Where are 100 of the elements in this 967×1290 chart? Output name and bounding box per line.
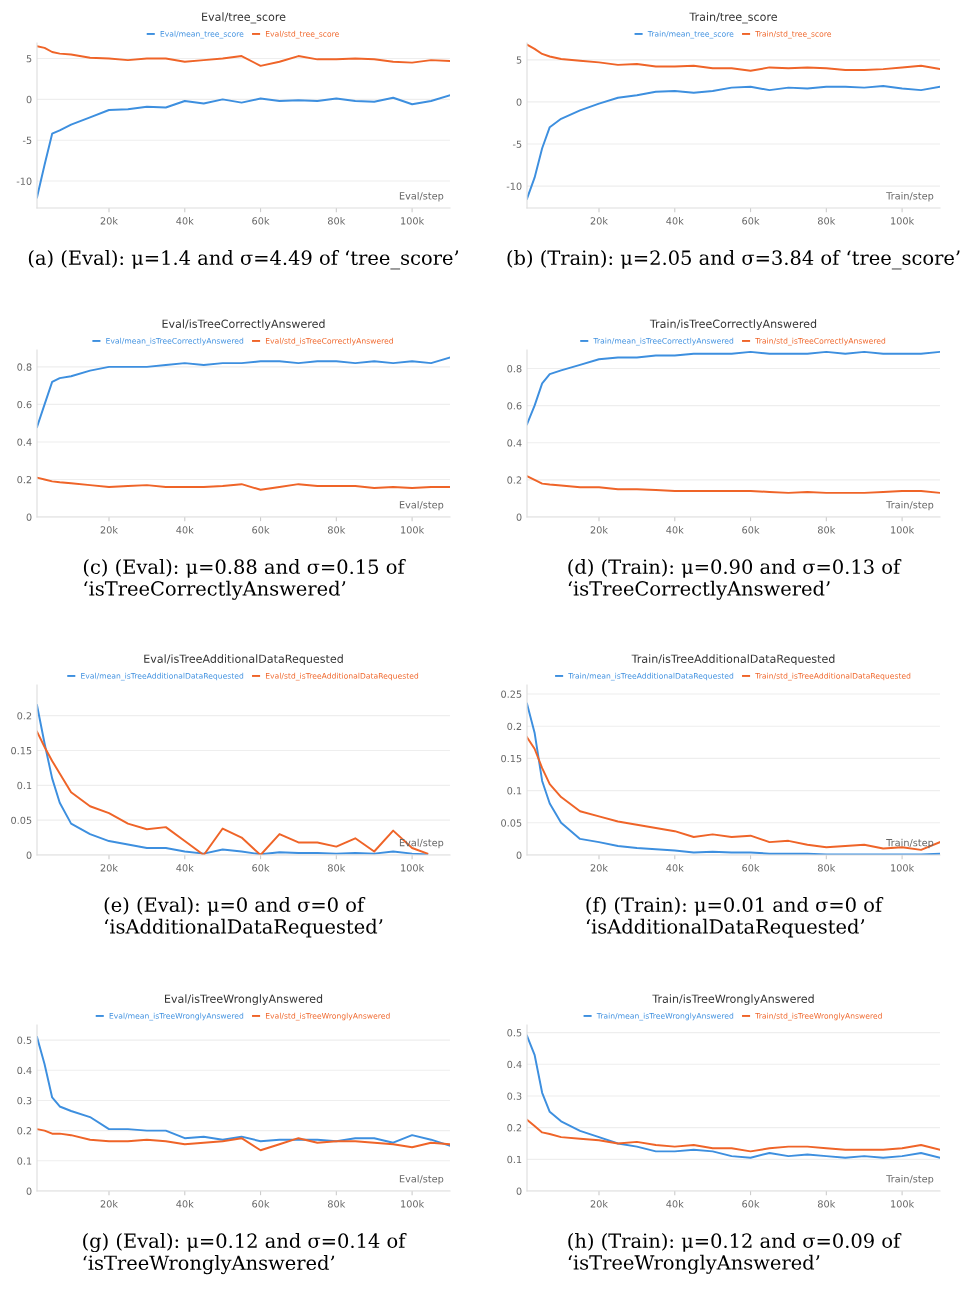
- x-tick-label: 100k: [401, 1200, 425, 1208]
- y-tick-label: 0.1: [507, 1155, 522, 1164]
- line-series: [527, 84, 940, 200]
- text: (e) (Eval): μ=0 and σ=0 of ‘isAdditionalDataRequested’: [104, 897, 383, 938]
- line-series: [37, 45, 450, 67]
- x-tick-label: 100k: [401, 864, 425, 872]
- y-tick-label: 0.3: [17, 1096, 32, 1105]
- line-series: [527, 736, 940, 851]
- text: (g) (Eval): μ=0.12 and σ=0.14 of ‘isTreeWronglyAnswered’: [83, 1233, 407, 1275]
- y-tick-label: 0: [516, 513, 522, 521]
- text: (c) (Eval): μ=0.88 and σ=0.15 of ‘isTreeCorrectlyAnswered’: [83, 559, 406, 600]
- y-tick-label: 0: [26, 95, 32, 104]
- y-tick-label: -5: [512, 140, 522, 148]
- y-tick-label: 0.6: [507, 402, 522, 410]
- x-axis-title: Train/step: [886, 1174, 934, 1185]
- chart-title: Eval/isTreeAdditionalDataRequested: [144, 654, 343, 666]
- chart-title: Train/isTreeCorrectlyAnswered: [649, 319, 817, 331]
- x-tick-label: 20k: [100, 526, 118, 534]
- x-tick-label: 60k: [742, 526, 760, 534]
- y-tick-label: -10: [16, 177, 32, 185]
- line-series: [527, 475, 940, 494]
- x-tick-label: 20k: [100, 217, 118, 225]
- chart-title: Eval/tree_score: [202, 12, 286, 24]
- y-tick-label: 0.3: [507, 1092, 522, 1100]
- line-series: [37, 476, 450, 491]
- line-series: [37, 356, 450, 428]
- y-tick-label: 0.05: [501, 819, 522, 827]
- x-tick-label: 80k: [327, 864, 346, 872]
- y-tick-label: 0.5: [507, 1029, 522, 1037]
- x-tick-label: 60k: [252, 217, 270, 225]
- y-tick-label: -10: [506, 182, 522, 190]
- x-tick-label: 40k: [176, 864, 194, 872]
- y-tick-label: 0.25: [501, 690, 522, 698]
- x-tick-label: 20k: [590, 1200, 608, 1208]
- y-tick-label: 0.4: [507, 1060, 522, 1069]
- y-tick-label: 0.2: [507, 722, 522, 731]
- y-tick-label: 0.05: [11, 816, 32, 824]
- x-tick-label: 40k: [666, 1200, 684, 1208]
- y-tick-label: 0.15: [501, 754, 522, 763]
- chart-title: Train/isTreeAdditionalDataRequested: [631, 654, 835, 666]
- y-tick-label: 0.2: [17, 712, 32, 720]
- chart-title: Train/tree_score: [689, 12, 777, 24]
- x-tick-label: 40k: [666, 217, 684, 225]
- text: (h) (Train): μ=0.12 and σ=0.09 of ‘isTreeWronglyAnswered’: [568, 1233, 902, 1274]
- x-tick-label: 60k: [742, 217, 760, 225]
- x-tick-label: 40k: [176, 526, 194, 534]
- x-tick-label: 20k: [590, 864, 608, 872]
- line-series: [37, 1036, 450, 1147]
- text: (d) (Train): μ=0.90 and σ=0.13 of ‘isTreeCorrectlyAnswered’: [568, 559, 902, 600]
- x-tick-label: 20k: [590, 217, 608, 225]
- y-tick-label: 0.2: [507, 476, 522, 484]
- y-tick-label: 0.1: [17, 781, 32, 790]
- x-tick-label: 20k: [590, 526, 608, 534]
- y-tick-label: 0.5: [17, 1036, 32, 1044]
- y-tick-label: 0: [516, 98, 522, 106]
- y-tick-label: 5: [516, 56, 522, 64]
- y-tick-label: 0.1: [507, 787, 522, 795]
- x-tick-label: 40k: [666, 526, 684, 534]
- chart-title: Eval/isTreeCorrectlyAnswered: [162, 319, 325, 331]
- x-tick-label: 100k: [401, 217, 425, 225]
- y-tick-label: 0: [26, 1187, 32, 1195]
- x-axis-title: Eval/step: [399, 500, 444, 511]
- chart-title: Train/isTreeWronglyAnswered: [652, 994, 814, 1006]
- y-tick-label: 0: [516, 1187, 522, 1195]
- y-tick-label: 0.2: [507, 1124, 522, 1132]
- y-tick-label: 0.15: [11, 746, 32, 755]
- x-tick-label: 60k: [252, 1200, 270, 1208]
- y-tick-label: 0: [26, 513, 32, 521]
- x-tick-label: 60k: [742, 1200, 760, 1208]
- x-tick-label: 80k: [327, 217, 346, 225]
- line-series: [527, 43, 940, 72]
- y-tick-label: 0.4: [17, 438, 32, 446]
- y-tick-label: 5: [26, 55, 32, 63]
- y-tick-label: 0.6: [17, 400, 32, 409]
- x-tick-label: 40k: [176, 217, 194, 225]
- y-tick-label: 0.4: [507, 439, 522, 447]
- line-series: [527, 1118, 940, 1153]
- x-tick-label: 100k: [891, 1200, 915, 1208]
- y-tick-label: 0.4: [17, 1066, 32, 1075]
- x-tick-label: 80k: [817, 526, 836, 534]
- x-tick-label: 80k: [327, 1200, 346, 1208]
- text: (a) (Eval): μ=1.4 and σ=4.49 of ‘tree_score’: [28, 250, 459, 270]
- x-tick-label: 100k: [891, 217, 915, 225]
- x-tick-label: 20k: [100, 1200, 118, 1208]
- x-tick-label: 80k: [817, 864, 836, 872]
- text: (f) (Train): μ=0.01 and σ=0 of ‘isAdditionalDataRequested’: [586, 897, 884, 938]
- x-tick-label: 80k: [327, 526, 346, 534]
- y-tick-label: 0.2: [17, 1127, 32, 1135]
- x-tick-label: 100k: [401, 526, 425, 534]
- x-tick-label: 100k: [891, 864, 915, 872]
- line-series: [37, 1128, 450, 1152]
- x-axis-title: Train/step: [886, 191, 934, 202]
- x-axis-title: Eval/step: [399, 191, 444, 202]
- y-tick-label: 0: [26, 851, 32, 859]
- x-axis-title: Train/step: [886, 838, 934, 849]
- x-tick-label: 80k: [817, 217, 836, 225]
- line-series: [527, 350, 940, 426]
- y-tick-label: 0.2: [17, 475, 32, 484]
- x-tick-label: 100k: [891, 526, 915, 534]
- y-tick-label: 0: [516, 851, 522, 859]
